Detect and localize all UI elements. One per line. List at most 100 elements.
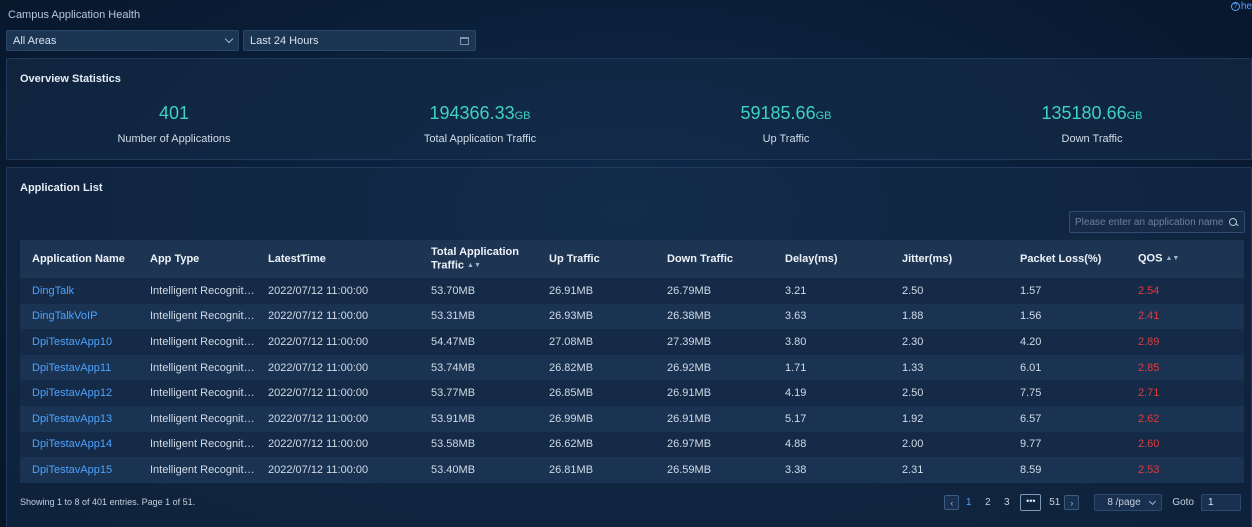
search-box[interactable] (1069, 211, 1245, 233)
cell-app-name[interactable]: DpiTestavApp11 (32, 361, 112, 374)
search-icon[interactable] (1229, 217, 1238, 227)
cell-total-traffic: 53.58MB (431, 438, 476, 451)
col-latest-time: LatestTime (268, 252, 326, 265)
goto-input[interactable]: 1 (1201, 494, 1241, 511)
page-last[interactable]: 51 (1049, 497, 1061, 508)
page-1[interactable]: 1 (966, 497, 972, 508)
table-row[interactable]: DpiTestavApp14 Intelligent Recognition 202… (20, 431, 1244, 458)
goto-label: Goto (1172, 497, 1194, 508)
stat-down-traffic: 135180.66GB Down Traffic (1041, 103, 1143, 145)
chevron-down-icon (224, 34, 234, 44)
cell-total-traffic: 53.91MB (431, 412, 476, 425)
cell-jitter: 2.50 (902, 284, 924, 297)
cell-delay: 3.80 (785, 335, 807, 348)
col-qos[interactable]: QOS ▲▼ (1138, 252, 1180, 265)
page-2[interactable]: 2 (985, 497, 991, 508)
application-table: Application Name App Type LatestTime Tot… (20, 240, 1244, 483)
overview-title: Overview Statistics (20, 73, 121, 85)
col-application-name: Application Name (32, 252, 125, 265)
cell-packet-loss: 1.56 (1020, 310, 1042, 323)
more-pages-button[interactable]: ••• (1020, 494, 1042, 511)
sort-icon[interactable]: ▲▼ (1165, 255, 1180, 263)
cell-app-type: Intelligent Recognition (150, 361, 256, 374)
cell-app-name[interactable]: DpiTestavApp15 (32, 463, 113, 476)
cell-total-traffic: 53.40MB (431, 463, 476, 476)
cell-down-traffic: 26.38MB (667, 310, 712, 323)
cell-total-traffic: 53.77MB (431, 387, 476, 400)
pagination: ‹ 1 2 3 ••• 51 › 8 /page Goto 1 (944, 494, 1241, 511)
cell-down-traffic: 27.39MB (667, 335, 712, 348)
cell-app-name[interactable]: DingTalk (32, 284, 75, 297)
cell-app-type: Intelligent Recognition (150, 412, 256, 425)
cell-packet-loss: 8.59 (1020, 463, 1042, 476)
cell-app-type: Intelligent Recognition (150, 335, 256, 348)
cell-latest-time: 2022/07/12 11:00:00 (268, 335, 369, 348)
col-jitter: Jitter(ms) (902, 252, 953, 265)
overview-panel: Overview Statistics 401 Number of Applic… (6, 58, 1252, 160)
cell-delay: 3.63 (785, 310, 807, 323)
table-row[interactable]: DpiTestavApp15 Intelligent Recognition 202… (20, 457, 1244, 483)
cell-app-name[interactable]: DpiTestavApp12 (32, 387, 113, 400)
cell-jitter: 2.50 (902, 387, 924, 400)
sort-icon[interactable]: ▲▼ (467, 261, 481, 269)
cell-up-traffic: 26.81MB (549, 463, 594, 476)
table-row[interactable]: DpiTestavApp11 Intelligent Recognition 202… (20, 354, 1244, 381)
help-icon: ? (1230, 2, 1240, 11)
table-header: Application Name App Type LatestTime Tot… (20, 240, 1244, 278)
cell-packet-loss: 6.01 (1020, 361, 1042, 374)
cell-up-traffic: 27.08MB (549, 335, 594, 348)
cell-total-traffic: 53.74MB (431, 361, 476, 374)
next-page-button[interactable]: › (1064, 495, 1080, 510)
cell-up-traffic: 26.91MB (549, 284, 594, 297)
cell-delay: 4.19 (785, 387, 807, 400)
page-title: Campus Application Health (8, 9, 141, 21)
col-total-traffic[interactable]: Total Application Traffic ▲▼ (431, 245, 519, 272)
col-up-traffic: Up Traffic (549, 252, 600, 265)
cell-app-name[interactable]: DpiTestavApp10 (32, 335, 113, 348)
table-row[interactable]: DingTalk Intelligent Recognition 2022/07/1… (20, 278, 1244, 304)
cell-down-traffic: 26.92MB (667, 361, 712, 374)
cell-packet-loss: 1.57 (1020, 284, 1042, 297)
search-input[interactable] (1075, 216, 1225, 228)
cell-down-traffic: 26.91MB (667, 412, 712, 425)
cell-qos: 2.41 (1138, 310, 1160, 323)
cell-up-traffic: 26.82MB (549, 361, 594, 374)
area-select[interactable]: All Areas (6, 30, 239, 51)
page-3[interactable]: 3 (1004, 497, 1010, 508)
cell-up-traffic: 26.99MB (549, 412, 594, 425)
cell-app-type: Intelligent Recognition (150, 387, 256, 400)
entries-info: Showing 1 to 8 of 401 entries. Page 1 of… (20, 497, 196, 507)
cell-total-traffic: 54.47MB (431, 335, 476, 348)
stat-total-traffic: 194366.33GB Total Application Traffic (423, 103, 537, 145)
prev-page-button[interactable]: ‹ (944, 495, 960, 510)
cell-delay: 3.38 (785, 463, 807, 476)
cell-app-type: Intelligent Recognition (150, 284, 256, 297)
cell-jitter: 2.31 (902, 463, 924, 476)
stat-applications: 401 Number of Applications (117, 103, 231, 145)
table-row[interactable]: DpiTestavApp10 Intelligent Recognition 202… (20, 329, 1244, 355)
cell-app-name[interactable]: DpiTestavApp14 (32, 438, 113, 451)
cell-jitter: 2.30 (902, 335, 924, 348)
cell-packet-loss: 9.77 (1020, 438, 1042, 451)
cell-app-type: Intelligent Recognition (150, 310, 256, 323)
cell-delay: 1.71 (785, 361, 807, 374)
cell-qos: 2.71 (1138, 387, 1160, 400)
help-link[interactable]: ? he (1230, 1, 1252, 12)
cell-latest-time: 2022/07/12 11:00:00 (268, 387, 369, 400)
page-size-select[interactable]: 8 /page (1094, 494, 1163, 511)
cell-packet-loss: 4.20 (1020, 335, 1042, 348)
time-range-picker[interactable]: Last 24 Hours (243, 30, 476, 51)
table-row[interactable]: DingTalkVoIP Intelligent Recognition 2022/… (20, 303, 1244, 330)
cell-latest-time: 2022/07/12 11:00:00 (268, 412, 369, 425)
cell-delay: 4.88 (785, 438, 807, 451)
application-list-title: Application List (20, 182, 103, 194)
cell-jitter: 1.88 (902, 310, 924, 323)
cell-app-name[interactable]: DpiTestavApp13 (32, 412, 113, 425)
col-packet-loss: Packet Loss(%) (1020, 252, 1102, 265)
table-row[interactable]: DpiTestavApp12 Intelligent Recognition 202… (20, 380, 1244, 406)
calendar-icon (460, 36, 469, 45)
cell-app-name[interactable]: DingTalkVoIP (32, 310, 98, 323)
cell-up-traffic: 26.93MB (549, 310, 594, 323)
table-row[interactable]: DpiTestavApp13 Intelligent Recognition 202… (20, 405, 1244, 432)
cell-qos: 2.85 (1138, 361, 1160, 374)
